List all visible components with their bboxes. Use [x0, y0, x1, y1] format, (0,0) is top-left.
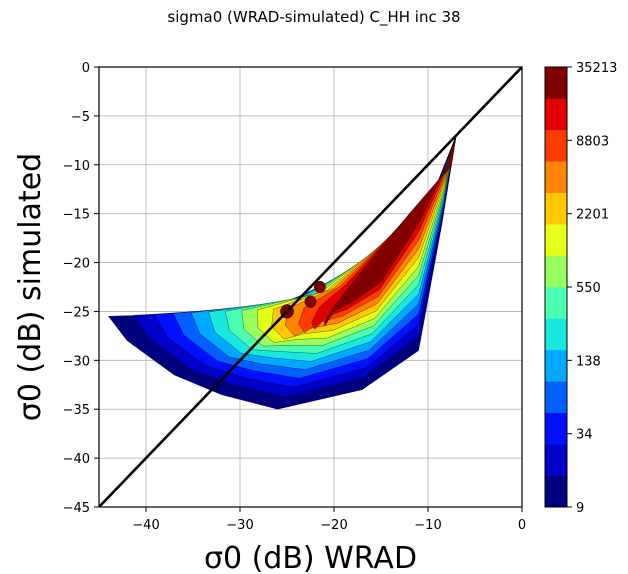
colorbar-segment [545, 224, 567, 256]
one-to-one-line [99, 67, 522, 507]
colorbar-segment [545, 381, 567, 414]
y-tick-label: 0 [82, 61, 90, 76]
colorbar-tick-label: 35213 [576, 61, 617, 76]
colorbar-tick-label: 2201 [576, 208, 609, 223]
x-tick-label: −10 [414, 518, 441, 533]
x-tick-label: −30 [226, 518, 253, 533]
x-axis-label: σ0 (dB) WRAD [204, 541, 417, 574]
y-axis-label: σ0 (dB) simulated [13, 153, 48, 421]
y-tick-label: −5 [71, 110, 90, 125]
y-axis-ticks: 0 −5 −10 −15 −20 −25 −30 −35 −40 −45 [63, 61, 99, 516]
colorbar-segment [545, 318, 567, 351]
colorbar-segment [545, 161, 567, 194]
y-tick-label: −45 [63, 501, 90, 516]
reference-line [99, 67, 522, 507]
colorbar-segment [545, 444, 567, 476]
density-contours [108, 135, 457, 410]
colorbar-tick-label: 34 [576, 428, 593, 443]
y-tick-label: −40 [63, 452, 90, 467]
y-tick-label: −15 [63, 208, 90, 223]
colorbar-segment [545, 349, 567, 382]
colorbar-tick-label: 550 [576, 281, 601, 296]
plot-frame [98, 66, 523, 508]
colorbar-segment [545, 287, 567, 319]
y-tick-label: −25 [63, 305, 90, 320]
colorbar-segment [545, 98, 567, 131]
y-tick-label: −10 [63, 159, 90, 174]
density-core [304, 295, 317, 308]
colorbar-segment [545, 67, 567, 99]
density-core [314, 280, 326, 294]
colorbar-segment [545, 192, 567, 225]
colorbar-segment [545, 475, 567, 508]
colorbar-tick-label: 138 [576, 354, 601, 369]
x-axis-ticks: −40 −30 −20 −10 0 [132, 507, 526, 533]
y-tick-label: −35 [63, 403, 90, 418]
x-tick-label: −20 [320, 518, 347, 533]
colorbar-segment [545, 412, 567, 445]
colorbar-tick-label: 9 [576, 501, 584, 516]
colorbar-tick-label: 8803 [576, 134, 609, 149]
density-contour-level [324, 135, 457, 327]
chart-title: sigma0 (WRAD-simulated) C_HH inc 38 [167, 8, 461, 26]
x-tick-label: 0 [518, 518, 526, 533]
x-tick-label: −40 [132, 518, 159, 533]
y-tick-label: −30 [63, 354, 90, 369]
colorbar-segment [545, 255, 567, 288]
y-tick-label: −20 [63, 257, 90, 272]
colorbar-segment [545, 129, 567, 162]
colorbar: 9 34 138 550 2201 8803 35213 [544, 61, 617, 516]
